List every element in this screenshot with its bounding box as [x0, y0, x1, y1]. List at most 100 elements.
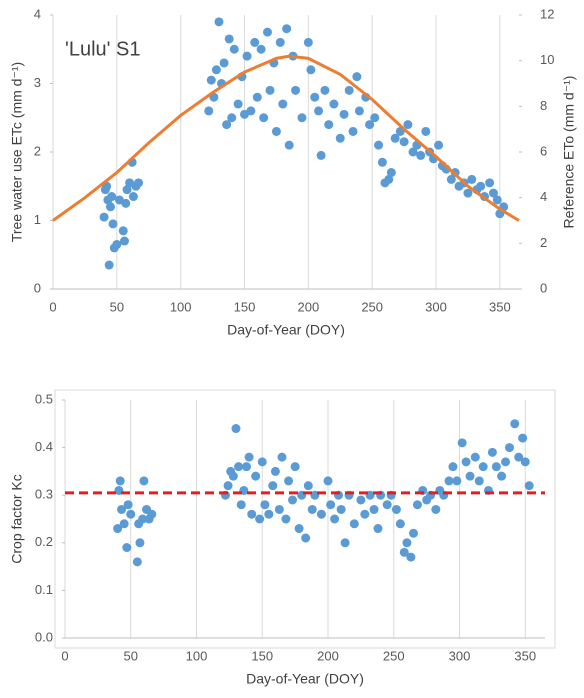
data-point	[294, 524, 304, 534]
data-point	[257, 457, 267, 467]
data-point	[265, 85, 275, 95]
data-point	[384, 174, 394, 184]
data-point	[223, 481, 233, 491]
data-point	[255, 514, 265, 524]
data-point	[122, 543, 132, 553]
data-point	[326, 500, 336, 510]
data-point	[476, 181, 486, 191]
y2-tick-label: 2	[540, 235, 547, 250]
data-point	[262, 27, 272, 37]
data-point	[514, 452, 524, 462]
data-point	[390, 133, 400, 143]
x-tick-label: 350	[489, 299, 511, 314]
y-tick-label: 0.2	[35, 534, 53, 549]
data-point	[524, 481, 534, 491]
data-point	[108, 219, 118, 229]
y2-tick-label: 8	[540, 98, 547, 113]
data-point	[448, 462, 458, 472]
data-point	[138, 514, 148, 524]
data-point	[314, 106, 324, 116]
data-point	[408, 147, 418, 157]
y2-tick-label: 6	[540, 143, 547, 158]
data-point	[306, 65, 316, 75]
data-point	[497, 471, 507, 481]
y2-tick-label: 10	[540, 52, 554, 67]
y-tick-label: 3	[34, 75, 41, 90]
data-point	[251, 471, 261, 481]
data-point	[112, 239, 122, 249]
data-point	[344, 85, 354, 95]
data-point	[444, 476, 454, 486]
data-point	[288, 495, 298, 505]
data-point	[446, 174, 456, 184]
data-point	[348, 126, 358, 136]
data-point	[487, 447, 497, 457]
data-point	[416, 150, 426, 160]
data-point	[268, 481, 278, 491]
data-point	[336, 504, 346, 514]
data-point	[474, 476, 484, 486]
eto-line	[52, 54, 520, 222]
data-point	[282, 24, 292, 34]
data-point	[431, 504, 441, 514]
data-point	[520, 457, 530, 467]
data-point	[134, 178, 144, 188]
data-point	[260, 500, 270, 510]
data-point	[118, 226, 128, 236]
data-point	[421, 126, 431, 136]
x-tick-label: 100	[186, 648, 208, 663]
data-point	[104, 260, 114, 270]
data-point	[406, 552, 416, 562]
data-point	[241, 462, 251, 472]
data-point	[139, 476, 149, 486]
data-point	[211, 65, 221, 75]
data-point	[297, 113, 307, 123]
data-point	[316, 509, 326, 519]
data-point	[324, 120, 334, 130]
data-point	[277, 452, 287, 462]
data-point	[105, 202, 115, 212]
data-point	[491, 462, 501, 472]
y-tick-label: 1	[34, 212, 41, 227]
data-point	[391, 504, 401, 514]
data-point	[356, 495, 366, 505]
data-point	[303, 37, 313, 47]
data-point	[492, 195, 502, 205]
data-point	[478, 462, 488, 472]
x-tick-label: 0	[49, 299, 56, 314]
data-point	[231, 424, 241, 434]
x-tick-label: 250	[361, 299, 383, 314]
data-point	[132, 557, 142, 567]
y2-tick-label: 12	[540, 6, 554, 21]
data-point	[349, 519, 359, 529]
data-point	[224, 34, 234, 44]
data-point	[377, 157, 387, 167]
data-point	[403, 120, 413, 130]
y-tick-label: 0.1	[35, 582, 53, 597]
data-point	[370, 113, 380, 123]
data-point	[270, 466, 280, 476]
data-point	[278, 99, 288, 109]
data-point	[399, 547, 409, 557]
data-point	[316, 150, 326, 160]
y-axis-label: Crop factor Kc	[9, 474, 25, 563]
data-point	[382, 500, 392, 510]
data-point	[246, 106, 256, 116]
data-point	[330, 514, 340, 524]
data-point	[301, 533, 311, 543]
data-point	[121, 198, 131, 208]
data-point	[271, 126, 281, 136]
data-point	[233, 99, 243, 109]
data-point	[488, 188, 498, 198]
data-point	[227, 113, 237, 123]
data-point	[281, 514, 291, 524]
data-point	[290, 462, 300, 472]
data-point	[214, 17, 224, 27]
x-tick-label: 100	[170, 299, 192, 314]
data-point	[259, 113, 269, 123]
data-point	[457, 438, 467, 448]
data-point	[274, 504, 284, 514]
data-point	[373, 524, 383, 534]
data-point	[399, 137, 409, 147]
data-point	[303, 481, 313, 491]
